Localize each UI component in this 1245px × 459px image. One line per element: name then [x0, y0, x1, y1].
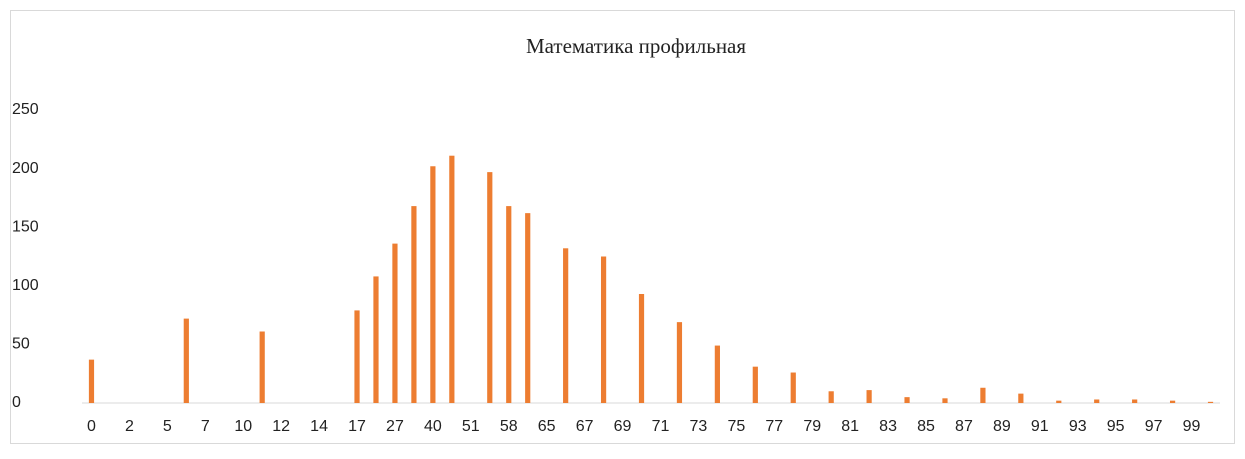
x-tick-label: 73 [690, 418, 708, 435]
bar [638, 294, 645, 403]
y-tick-label: 100 [12, 277, 39, 294]
x-tick-label: 79 [803, 418, 821, 435]
bar [183, 318, 189, 403]
x-tick-label: 12 [272, 418, 290, 435]
x-tick-label: 75 [727, 418, 745, 435]
x-tick-label: 81 [841, 418, 859, 435]
x-tick-label: 89 [993, 418, 1011, 435]
bar [506, 206, 512, 403]
bar [1056, 400, 1062, 403]
bar [676, 322, 683, 403]
x-tick-label: 10 [234, 418, 252, 435]
bar [373, 276, 379, 403]
x-tick-label: 91 [1031, 418, 1049, 435]
chart-title: Математика профильная [526, 34, 746, 58]
x-tick-label: 17 [348, 418, 366, 435]
x-tick-label: 40 [424, 418, 442, 435]
x-tick-label: 0 [87, 418, 96, 435]
y-tick-label: 250 [12, 101, 39, 118]
x-tick-label: 87 [955, 418, 973, 435]
x-tick-label: 51 [462, 418, 480, 435]
bar [430, 166, 436, 403]
x-tick-label: 71 [652, 418, 670, 435]
x-tick-label: 27 [386, 418, 404, 435]
y-tick-label: 200 [12, 160, 39, 177]
y-tick-label: 50 [12, 336, 30, 353]
bar [563, 248, 569, 403]
x-tick-label: 65 [538, 418, 556, 435]
x-tick-label: 95 [1107, 418, 1125, 435]
x-tick-label: 97 [1145, 418, 1163, 435]
bar [942, 398, 948, 403]
bar [904, 397, 910, 403]
bar [790, 372, 796, 403]
bar [487, 172, 493, 403]
bar [980, 387, 986, 403]
x-tick-label: 7 [201, 418, 210, 435]
y-tick-label: 150 [12, 218, 39, 235]
y-tick-label: 0 [12, 394, 21, 411]
bar [752, 366, 758, 403]
bar [259, 331, 265, 403]
x-tick-label: 5 [163, 418, 172, 435]
bar [1094, 399, 1100, 403]
bar [449, 155, 455, 403]
bar [600, 256, 607, 403]
x-tick-label: 2 [125, 418, 134, 435]
bar [354, 310, 360, 403]
bar [392, 243, 398, 403]
x-tick-label: 14 [310, 418, 328, 435]
bar [88, 359, 95, 403]
bar [828, 391, 834, 403]
x-tick-label: 93 [1069, 418, 1087, 435]
bar [1132, 399, 1138, 403]
x-tick-label: 58 [500, 418, 518, 435]
bar [525, 213, 531, 403]
x-tick-label: 69 [614, 418, 632, 435]
bar [1018, 393, 1024, 403]
bar [1169, 400, 1176, 403]
x-tick-label: 83 [879, 418, 897, 435]
x-tick-label: 85 [917, 418, 935, 435]
chart-border [10, 10, 1235, 444]
bar [714, 345, 720, 403]
bar [866, 390, 872, 403]
bar [411, 206, 417, 403]
x-tick-label: 67 [576, 418, 594, 435]
bar [1207, 401, 1214, 403]
x-tick-label: 77 [765, 418, 783, 435]
x-tick-label: 99 [1183, 418, 1201, 435]
